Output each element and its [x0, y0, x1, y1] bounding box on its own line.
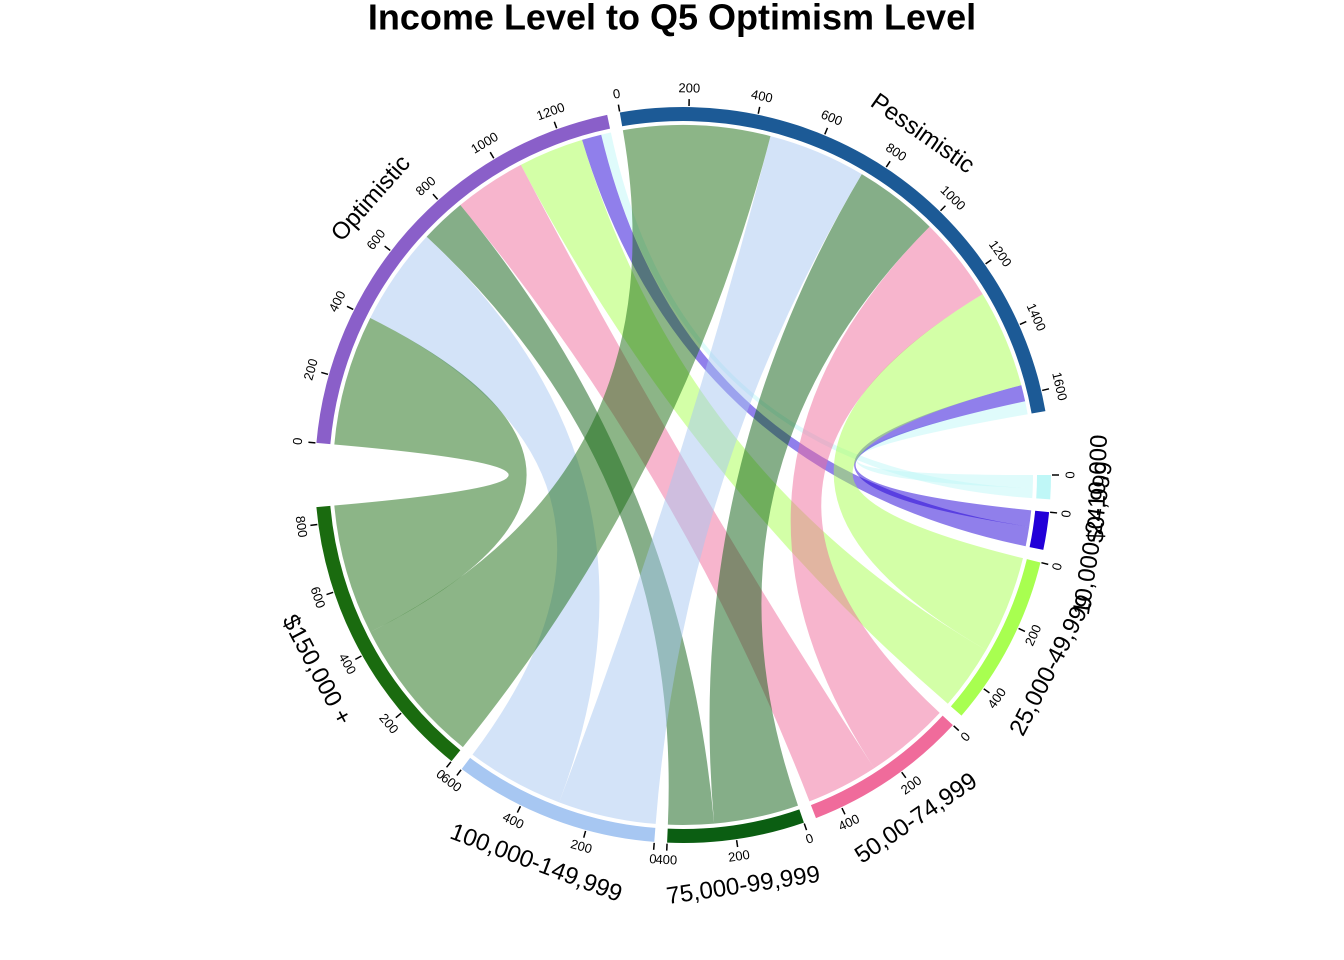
sector-name: Pessimistic [866, 88, 980, 179]
tick-mark [885, 160, 891, 168]
tick-label: 1400 [1024, 301, 1049, 334]
tick-label: 400 [836, 811, 862, 834]
tick-mark [824, 127, 829, 135]
sector-track [1036, 475, 1052, 500]
tick-label: 1000 [468, 129, 501, 157]
tick-label: 0 [612, 86, 622, 102]
chart-title: Income Level to Q5 Optimism Level [368, 0, 976, 38]
sector-track [810, 715, 953, 819]
tick-label: 0 [290, 437, 306, 446]
tick-label: 600 [307, 585, 328, 610]
tick-label: 200 [376, 710, 401, 736]
tick-label: 200 [569, 836, 594, 856]
tick-mark [346, 305, 354, 311]
tick-label: 600 [363, 226, 388, 252]
tick-label: 800 [413, 173, 439, 199]
sector-name: $0-10,000 [1082, 434, 1113, 543]
tick-label: 1200 [986, 237, 1015, 269]
tick-label: 0 [649, 851, 657, 867]
tick-label: 400 [500, 809, 526, 832]
tick-mark [1050, 511, 1058, 514]
tick-mark [803, 823, 808, 831]
tick-mark [489, 151, 495, 159]
tick-mark [617, 104, 621, 112]
chords [334, 124, 1033, 826]
tick-mark [384, 245, 391, 252]
tick-mark [841, 807, 846, 815]
tick-mark [583, 830, 587, 838]
tick-label: 200 [678, 80, 700, 95]
tick-mark [456, 769, 462, 776]
tick-label: 400 [984, 685, 1009, 711]
tick-label: 0 [957, 729, 973, 745]
chord [559, 136, 862, 824]
chord [855, 401, 1033, 489]
tick-label: 400 [655, 852, 677, 868]
sector-track [950, 559, 1041, 716]
tick-label: 200 [898, 773, 924, 798]
chord [370, 236, 600, 803]
tick-label: 800 [293, 515, 311, 539]
tick-label: 200 [727, 847, 751, 865]
tick-mark [310, 523, 318, 527]
chord [334, 317, 527, 633]
sector-track [667, 809, 804, 843]
sector-track [316, 114, 611, 445]
tick-label: 400 [336, 651, 360, 677]
sector-name: 75,000-99,999 [665, 861, 822, 910]
tick-mark [1019, 320, 1027, 326]
tick-label: 0 [1063, 471, 1078, 478]
tick-mark [516, 805, 522, 813]
tick-label: 1600 [1049, 370, 1070, 402]
tick-mark [901, 771, 907, 779]
tick-mark [1042, 388, 1050, 392]
tick-mark [395, 712, 402, 719]
chord [426, 204, 715, 826]
tick-label: 400 [326, 288, 349, 314]
sector-track [316, 505, 461, 762]
tick-mark [652, 842, 655, 850]
tick-mark [985, 259, 992, 265]
chord [854, 385, 1032, 527]
chord [460, 164, 875, 802]
tick-label: 0 [1049, 561, 1065, 572]
sector-track [461, 757, 656, 842]
tick-mark [1041, 561, 1049, 566]
tick-label: 0 [804, 830, 816, 847]
tick-mark [757, 106, 761, 114]
tick-label: 600 [819, 107, 845, 129]
tick-label: 400 [750, 87, 774, 106]
chord [709, 174, 930, 824]
tick-mark [321, 371, 329, 376]
tick-mark [1018, 627, 1026, 633]
tick-mark [326, 591, 334, 596]
tick-mark [445, 761, 452, 768]
tick-label: 0 [1058, 509, 1074, 518]
tick-mark [735, 839, 739, 848]
chord [520, 139, 987, 704]
chord [370, 124, 771, 748]
tick-mark [308, 441, 316, 444]
tick-mark [953, 725, 960, 732]
tick-mark [939, 205, 946, 212]
tick-label: 1200 [534, 99, 566, 123]
tick-mark [432, 193, 439, 200]
sector-track [1029, 510, 1050, 550]
chord [833, 294, 1023, 650]
tick-label: 800 [883, 140, 909, 164]
tick-label: 200 [1022, 622, 1045, 648]
chord [790, 226, 983, 769]
tick-label: 200 [300, 357, 320, 382]
tick-mark [553, 121, 558, 129]
tick-mark [354, 655, 362, 661]
tick-mark [983, 688, 990, 694]
